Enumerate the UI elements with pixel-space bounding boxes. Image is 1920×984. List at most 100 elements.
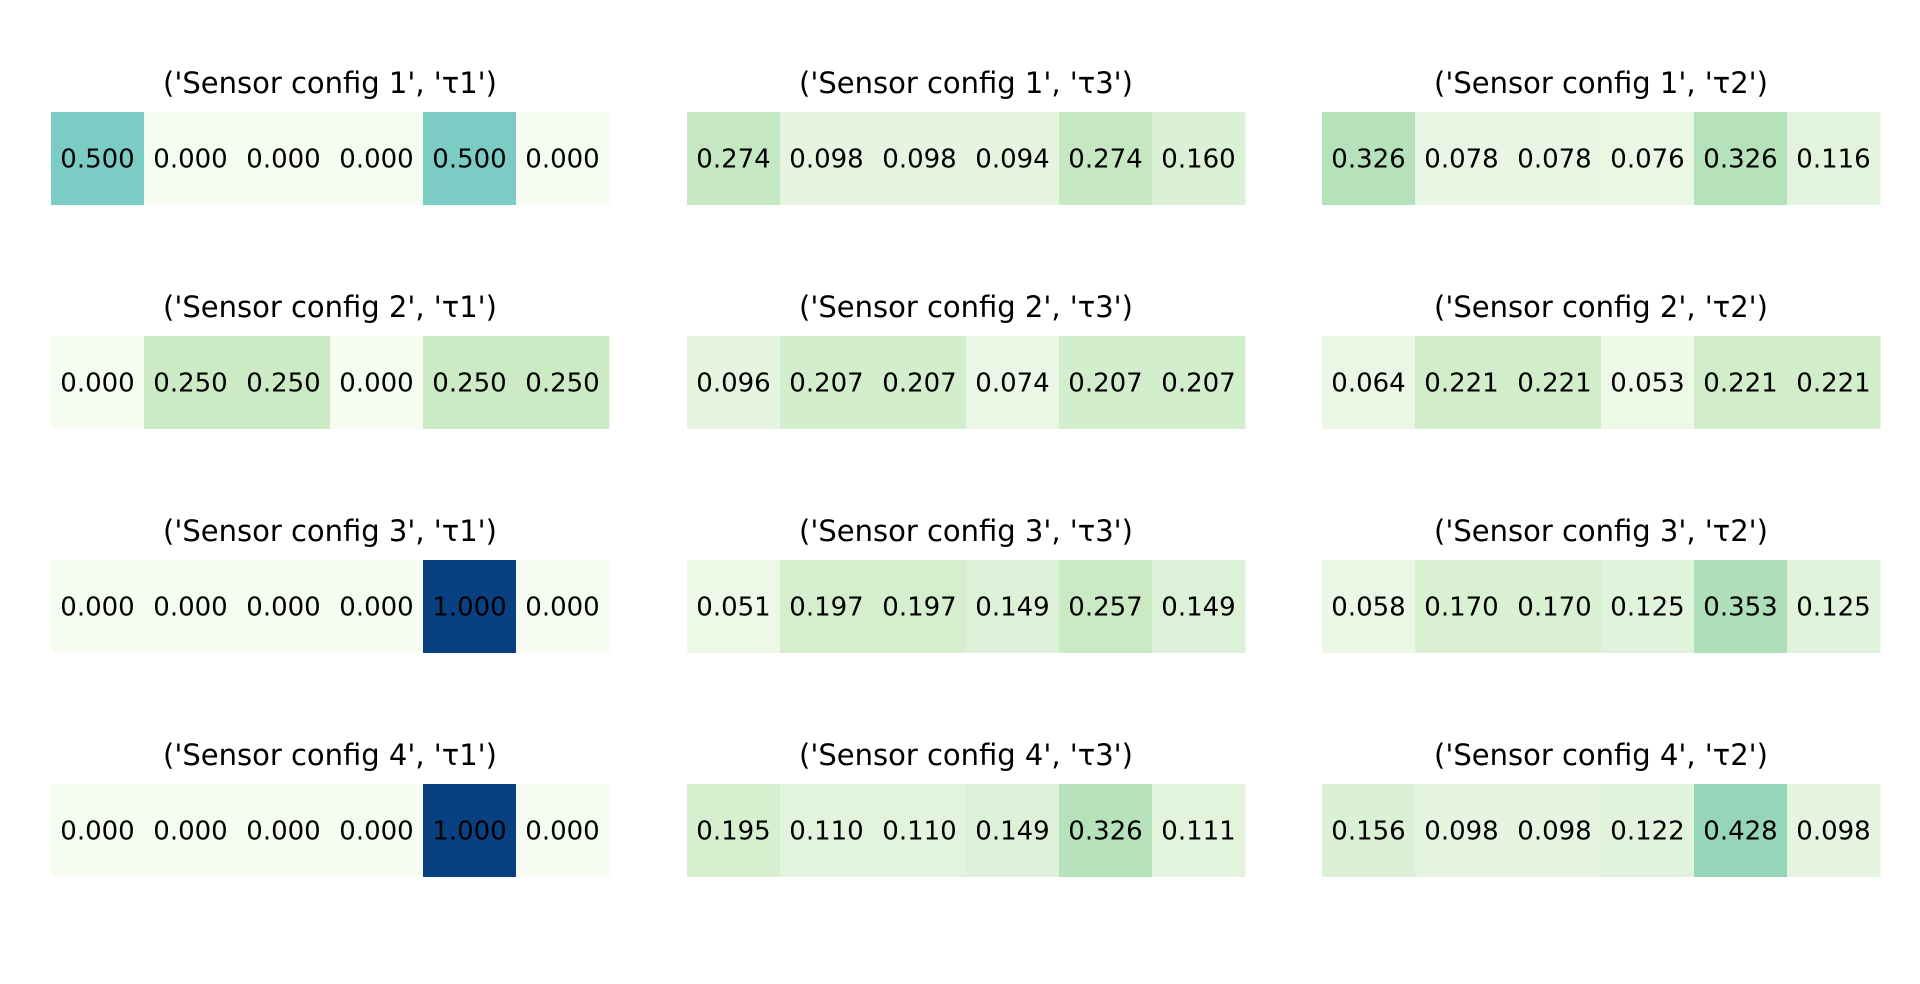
heatmap-cell — [1415, 336, 1509, 429]
heatmap-cell — [780, 336, 874, 429]
heatmap-cell — [687, 784, 781, 877]
heatmap-cell — [330, 560, 424, 653]
heatmap-cell — [687, 336, 781, 429]
heatmap-cell — [330, 336, 424, 429]
cell-value-label: 0.096 — [696, 369, 770, 399]
heatmap-cell — [423, 112, 517, 205]
cell-value-label: 0.000 — [60, 817, 134, 847]
heatmap-cell — [423, 336, 517, 429]
panel-title: ('Sensor config 1', 'τ3') — [799, 66, 1133, 100]
panel-title: ('Sensor config 2', 'τ2') — [1434, 290, 1768, 324]
cell-value-label: 0.078 — [1424, 145, 1498, 175]
cell-value-label: 0.221 — [1424, 369, 1498, 399]
cell-value-label: 0.221 — [1796, 369, 1870, 399]
cell-value-label: 0.170 — [1517, 593, 1591, 623]
heatmap-panel: ('Sensor config 2', 'τ1') 0.000 0.250 0.250… — [51, 290, 610, 429]
heatmap-cell — [1694, 112, 1788, 205]
heatmap-cell — [1322, 112, 1416, 205]
cell-value-label: 0.207 — [1161, 369, 1235, 399]
cell-value-label: 0.149 — [975, 817, 1049, 847]
heatmap-cell — [687, 112, 781, 205]
cell-value-label: 0.125 — [1796, 593, 1870, 623]
cell-value-label: 0.076 — [1610, 145, 1684, 175]
heatmap-cell — [1508, 112, 1602, 205]
heatmap-cell — [51, 336, 145, 429]
cell-value-label: 0.064 — [1331, 369, 1405, 399]
cell-value-label: 0.207 — [882, 369, 956, 399]
heatmap-cell — [780, 560, 874, 653]
cell-value-label: 0.098 — [1424, 817, 1498, 847]
cell-value-label: 0.160 — [1161, 145, 1235, 175]
heatmap-cell — [966, 336, 1060, 429]
cell-value-label: 0.000 — [246, 145, 320, 175]
cell-value-label: 0.156 — [1331, 817, 1405, 847]
heatmap-cell — [144, 560, 238, 653]
cell-value-label: 0.000 — [339, 369, 413, 399]
cell-value-label: 1.000 — [432, 593, 506, 623]
heatmap-cell — [1787, 112, 1881, 205]
cell-value-label: 0.098 — [1517, 817, 1591, 847]
cell-value-label: 0.000 — [153, 593, 227, 623]
heatmap-cell — [1787, 560, 1881, 653]
cell-value-label: 0.149 — [1161, 593, 1235, 623]
heatmap-panel: ('Sensor config 3', 'τ1') 0.000 0.000 0.000… — [51, 514, 610, 653]
cell-value-label: 0.000 — [339, 145, 413, 175]
heatmap-cell — [330, 784, 424, 877]
cell-value-label: 0.149 — [975, 593, 1049, 623]
heatmap-cell — [966, 560, 1060, 653]
cell-value-label: 0.000 — [525, 817, 599, 847]
heatmap-cell — [873, 560, 967, 653]
cell-value-label: 0.098 — [1796, 817, 1870, 847]
cell-value-label: 1.000 — [432, 817, 506, 847]
heatmap-cell — [423, 560, 517, 653]
heatmap-cell — [1322, 784, 1416, 877]
heatmap-cell — [1415, 784, 1509, 877]
cell-value-label: 0.000 — [339, 593, 413, 623]
cell-value-label: 0.000 — [525, 593, 599, 623]
heatmap-cell — [1694, 336, 1788, 429]
panel-title: ('Sensor config 2', 'τ3') — [799, 290, 1133, 324]
heatmap-cell — [516, 560, 610, 653]
cell-value-label: 0.074 — [975, 369, 1049, 399]
cell-value-label: 0.500 — [432, 145, 506, 175]
heatmap-cell — [237, 336, 331, 429]
heatmap-cell — [1059, 112, 1153, 205]
heatmap-cell — [1601, 112, 1695, 205]
heatmap-cell — [1059, 336, 1153, 429]
heatmap-panel: ('Sensor config 3', 'τ2') 0.058 0.170 0.170… — [1322, 514, 1881, 653]
heatmap-cell — [1322, 336, 1416, 429]
cell-value-label: 0.000 — [60, 369, 134, 399]
cell-value-label: 0.353 — [1703, 593, 1777, 623]
heatmap-cell — [1694, 784, 1788, 877]
cell-value-label: 0.098 — [789, 145, 863, 175]
cell-value-label: 0.000 — [525, 145, 599, 175]
cell-value-label: 0.221 — [1703, 369, 1777, 399]
heatmap-cell — [966, 112, 1060, 205]
heatmap-cell — [144, 784, 238, 877]
panel-title: ('Sensor config 4', 'τ3') — [799, 738, 1133, 772]
heatmap-cell — [51, 112, 145, 205]
cell-value-label: 0.053 — [1610, 369, 1684, 399]
heatmap-cell — [1152, 560, 1246, 653]
cell-value-label: 0.500 — [60, 145, 134, 175]
panel-title: ('Sensor config 3', 'τ2') — [1434, 514, 1768, 548]
heatmap-cell — [1508, 784, 1602, 877]
cell-value-label: 0.274 — [1068, 145, 1142, 175]
panel-title: ('Sensor config 4', 'τ1') — [163, 738, 497, 772]
cell-value-label: 0.122 — [1610, 817, 1684, 847]
heatmap-cell — [1601, 336, 1695, 429]
cell-value-label: 0.125 — [1610, 593, 1684, 623]
cell-value-label: 0.110 — [789, 817, 863, 847]
cell-value-label: 0.195 — [696, 817, 770, 847]
cell-value-label: 0.000 — [60, 593, 134, 623]
heatmap-cell — [423, 784, 517, 877]
cell-value-label: 0.326 — [1703, 145, 1777, 175]
cell-value-label: 0.000 — [246, 817, 320, 847]
heatmap-panel: ('Sensor config 3', 'τ3') 0.051 0.197 0.197… — [687, 514, 1246, 653]
cell-value-label: 0.078 — [1517, 145, 1591, 175]
cell-value-label: 0.250 — [432, 369, 506, 399]
heatmap-cell — [144, 336, 238, 429]
heatmap-panel: ('Sensor config 4', 'τ1') 0.000 0.000 0.000… — [51, 738, 610, 877]
cell-value-label: 0.000 — [339, 817, 413, 847]
